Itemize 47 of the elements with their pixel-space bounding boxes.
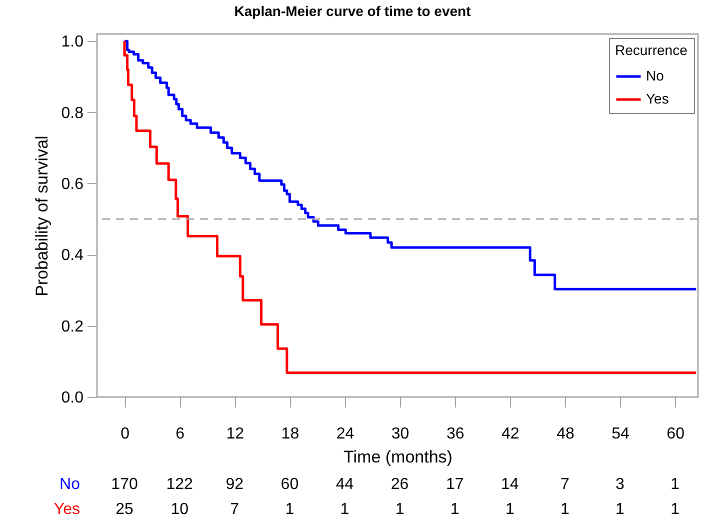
text: 1 bbox=[450, 501, 460, 518]
y-tick-label: 0.6 bbox=[61, 176, 84, 193]
text: 1 bbox=[670, 501, 680, 518]
text: 14 bbox=[501, 476, 519, 493]
x-tick-label: 48 bbox=[556, 426, 574, 442]
x-tick-label: 54 bbox=[612, 426, 630, 442]
x-tick-label: 0 bbox=[120, 426, 130, 442]
x-tick-label: 12 bbox=[226, 426, 244, 442]
text: 92 bbox=[226, 476, 244, 493]
text: 1 bbox=[340, 501, 350, 518]
x-tick-label: 36 bbox=[446, 426, 464, 442]
legend-title: Recurrence bbox=[615, 42, 688, 58]
y-tick-label: 0.4 bbox=[61, 247, 84, 264]
x-tick-label: 24 bbox=[336, 426, 354, 442]
text: 10 bbox=[170, 501, 189, 518]
text: 60 bbox=[280, 476, 299, 493]
text: 17 bbox=[446, 476, 464, 493]
text: 26 bbox=[390, 476, 409, 493]
text: 3 bbox=[616, 476, 625, 493]
text: 44 bbox=[336, 476, 354, 493]
text: No bbox=[60, 476, 80, 493]
text: 25 bbox=[116, 501, 134, 518]
text: 1 bbox=[285, 501, 294, 518]
text: 1 bbox=[616, 501, 625, 518]
text: 170 bbox=[111, 476, 138, 493]
text: 1 bbox=[560, 501, 570, 518]
x-tick-label: 18 bbox=[281, 426, 300, 442]
text: 122 bbox=[166, 476, 194, 493]
x-axis-title: Time (months) bbox=[344, 448, 452, 466]
text: 1 bbox=[395, 501, 404, 518]
text: 1 bbox=[670, 476, 680, 493]
y-tick-label: 1.0 bbox=[61, 34, 84, 51]
text: Yes bbox=[54, 501, 80, 518]
chart-title: Kaplan-Meier curve of time to event bbox=[234, 3, 472, 20]
x-tick-label: 60 bbox=[666, 426, 685, 442]
legend-label: Yes bbox=[646, 90, 669, 106]
y-tick-label: 0.2 bbox=[61, 318, 84, 336]
text: 7 bbox=[560, 476, 570, 493]
legend-label: No bbox=[646, 68, 664, 84]
text: 1 bbox=[505, 501, 514, 518]
y-axis-title: Probability of survival bbox=[32, 136, 52, 296]
x-tick-label: 30 bbox=[391, 426, 410, 442]
y-tick-label: 0.0 bbox=[61, 390, 84, 406]
x-tick-label: 42 bbox=[502, 426, 520, 442]
x-tick-label: 6 bbox=[176, 426, 185, 442]
text: 7 bbox=[230, 501, 240, 518]
y-tick-label: 0.8 bbox=[61, 104, 84, 122]
